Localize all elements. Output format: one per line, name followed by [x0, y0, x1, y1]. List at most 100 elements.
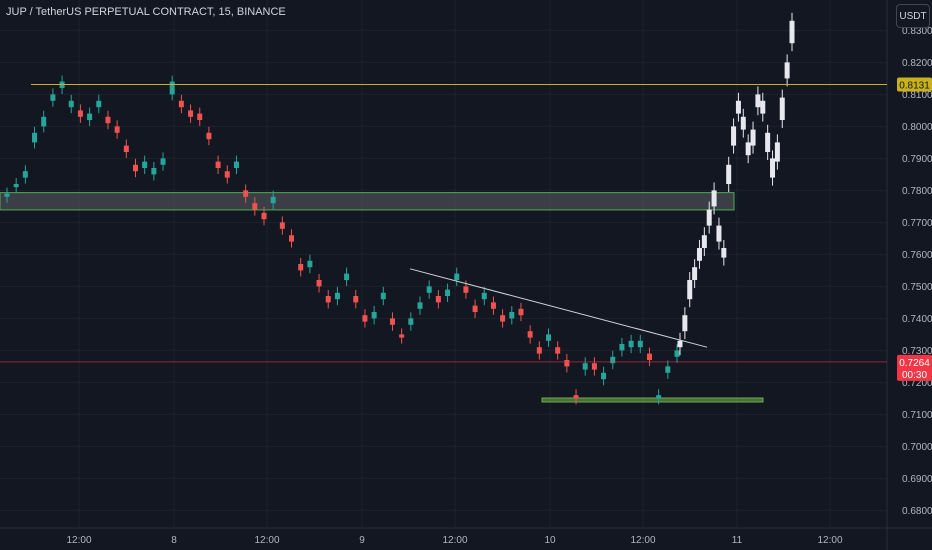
- candle-body: [408, 318, 414, 325]
- candle-body: [197, 113, 203, 120]
- candle-body: [573, 395, 579, 399]
- x-tick-label: 11: [732, 535, 743, 546]
- projection-body: [784, 62, 790, 79]
- x-tick-label: 9: [359, 535, 365, 546]
- projection-body: [692, 267, 698, 280]
- x-tick-label: 12:00: [66, 535, 91, 546]
- y-tick-label: 0.6900: [902, 474, 932, 485]
- candle-body: [68, 100, 74, 108]
- projection-body: [716, 225, 722, 242]
- support-zone: [541, 397, 764, 403]
- y-tick-label: 0.7500: [902, 282, 932, 293]
- candle-body: [472, 305, 478, 312]
- consolidation-zone: [0, 192, 735, 211]
- projection-body: [706, 209, 712, 226]
- candle-body: [316, 280, 322, 287]
- candle-body: [435, 296, 441, 303]
- projection-body: [677, 340, 683, 348]
- candle-body: [279, 222, 285, 229]
- candle-body: [307, 260, 313, 268]
- y-tick-label: 0.8300: [902, 26, 932, 37]
- y-tick-label: 0.7400: [902, 314, 932, 325]
- candle-body: [298, 264, 304, 271]
- candle-body: [13, 184, 19, 188]
- projection-body: [770, 158, 776, 178]
- y-tick-label: 0.8000: [902, 122, 932, 133]
- candle-body: [105, 116, 111, 124]
- projection-body: [765, 132, 771, 152]
- candle-body: [233, 161, 239, 168]
- candle-body: [371, 312, 377, 319]
- candle-body: [4, 193, 10, 197]
- candle-body: [224, 171, 230, 178]
- candle-body: [591, 363, 597, 370]
- y-tick-label: 0.8100: [902, 90, 932, 101]
- y-tick-label: 0.7700: [902, 218, 932, 229]
- candle-body: [518, 308, 524, 316]
- candle-body: [178, 100, 184, 108]
- candle-body: [536, 347, 542, 354]
- candle-body: [564, 360, 570, 367]
- symbol-title: JUP / TetherUS PERPETUAL CONTRACT, 15, B…: [6, 6, 286, 18]
- projection-body: [750, 129, 756, 146]
- candle-body: [151, 168, 157, 175]
- candle-body: [463, 286, 469, 293]
- candle-body: [243, 190, 249, 197]
- candle-body: [334, 292, 340, 300]
- countdown-label: 00:30: [902, 370, 927, 381]
- candle-body: [555, 347, 561, 354]
- projection-body: [745, 142, 751, 156]
- descending-trendline: [409, 268, 708, 348]
- y-tick-label: 0.7300: [902, 346, 932, 357]
- currency-button[interactable]: USDT: [896, 4, 930, 28]
- current-price-tag: [897, 354, 932, 381]
- y-tick-label: 0.7000: [902, 442, 932, 453]
- candle-body: [601, 372, 607, 380]
- candle-body: [325, 296, 331, 303]
- projection-body: [682, 315, 688, 332]
- candle-body: [454, 273, 460, 280]
- projection-body: [779, 97, 785, 120]
- candle-body: [270, 196, 276, 204]
- y-tick-label: 0.8200: [902, 58, 932, 69]
- candle-body: [610, 356, 616, 364]
- current-price-label: 0.7264: [899, 358, 930, 369]
- candle-body: [22, 171, 28, 178]
- projection-body: [711, 190, 717, 207]
- projection-body: [701, 235, 707, 248]
- x-tick-label: 12:00: [817, 535, 842, 546]
- candle-body: [132, 164, 138, 172]
- x-tick-label: 12:00: [442, 535, 467, 546]
- candle-body: [389, 318, 395, 325]
- projection-body: [735, 100, 741, 114]
- resistance-price-tag: [897, 77, 932, 92]
- y-tick-label: 0.7800: [902, 186, 932, 197]
- candle-body: [32, 132, 38, 143]
- candle-body: [637, 340, 643, 348]
- candle-body: [188, 110, 194, 117]
- y-tick-label: 0.7600: [902, 250, 932, 261]
- candle-body: [142, 161, 148, 168]
- candle-body: [252, 203, 258, 210]
- candle-body: [96, 100, 102, 108]
- candle-body: [41, 116, 47, 127]
- candle-body: [490, 302, 496, 309]
- annotation-lines: [0, 83, 887, 363]
- x-tick-label: 10: [544, 535, 556, 546]
- resistance-price-label: 0.8131: [899, 80, 930, 91]
- candle-body: [656, 395, 662, 399]
- candle-body: [527, 331, 533, 338]
- projection-candles: [677, 12, 795, 356]
- annotation-zones: [0, 192, 764, 403]
- candle-body: [114, 126, 120, 133]
- candle-body: [417, 302, 423, 309]
- x-tick-label: 12:00: [254, 535, 279, 546]
- y-tick-label: 0.7900: [902, 154, 932, 165]
- candle-body: [399, 334, 405, 338]
- y-tick-label: 0.7100: [902, 410, 932, 421]
- candle-body: [353, 296, 359, 303]
- projection-body: [726, 164, 732, 184]
